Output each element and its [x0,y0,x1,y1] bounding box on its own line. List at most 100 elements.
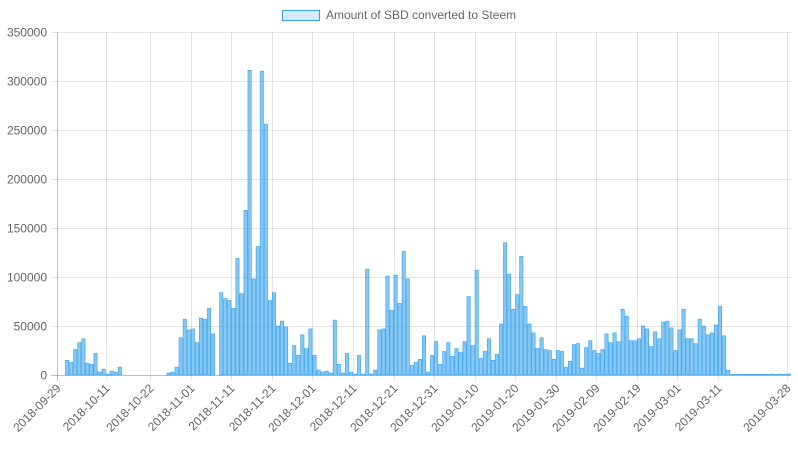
bar[interactable] [669,327,674,376]
bar[interactable] [328,372,333,376]
bar[interactable] [357,355,362,376]
bar[interactable] [624,315,629,376]
bar[interactable] [636,338,641,376]
bar[interactable] [170,371,175,376]
bar[interactable] [661,321,666,376]
bar[interactable] [523,306,528,376]
bar[interactable] [251,278,256,376]
bar[interactable] [247,69,252,376]
bar[interactable] [555,350,560,376]
bar[interactable] [782,374,787,376]
bar[interactable] [401,251,406,376]
bar[interactable] [336,363,341,376]
bar[interactable] [288,362,293,376]
bar[interactable] [580,367,585,376]
bar[interactable] [503,242,508,376]
bar[interactable] [758,374,763,376]
bar[interactable] [604,333,609,376]
bar[interactable] [632,340,637,376]
bar[interactable] [340,372,345,376]
bar[interactable] [361,373,366,376]
bar[interactable] [649,346,654,376]
bar[interactable] [438,363,443,376]
bar[interactable] [65,359,70,376]
bar[interactable] [515,294,520,376]
bar[interactable] [97,371,102,376]
bar[interactable] [628,340,633,376]
bar[interactable] [490,359,495,376]
bar[interactable] [620,309,625,376]
bar[interactable] [186,329,191,376]
bar[interactable] [385,275,390,376]
bar[interactable] [377,329,382,376]
bar[interactable] [239,293,244,376]
bar[interactable] [726,369,731,376]
bar[interactable] [271,292,276,376]
bar[interactable] [746,374,751,376]
bar[interactable] [223,298,228,376]
bar[interactable] [190,328,195,376]
bar[interactable] [166,372,171,376]
bar[interactable] [430,355,435,376]
bar[interactable] [304,348,309,376]
bar[interactable] [73,349,78,376]
bar[interactable] [641,325,645,376]
bar[interactable] [178,337,183,376]
bar[interactable] [750,374,755,376]
bar[interactable] [312,355,317,376]
bar[interactable] [572,344,577,376]
bar[interactable] [405,278,410,376]
bar[interactable] [426,371,431,376]
bar[interactable] [417,359,422,376]
bar[interactable] [255,246,260,376]
bar[interactable] [714,324,718,376]
bar[interactable] [563,366,568,376]
bar[interactable] [409,364,414,376]
bar[interactable] [486,338,491,376]
bar[interactable] [434,341,439,376]
bar[interactable] [174,366,179,376]
bar[interactable] [397,303,402,376]
bar[interactable] [722,335,727,376]
bar[interactable] [754,374,759,376]
bar[interactable] [69,361,74,376]
bar[interactable] [596,353,601,376]
bar[interactable] [462,341,467,376]
bar[interactable] [681,309,686,376]
bar[interactable] [766,374,771,376]
bar[interactable] [470,345,475,376]
bar[interactable] [235,258,240,376]
bar[interactable] [685,338,690,376]
bar[interactable] [259,70,264,376]
bar[interactable] [705,334,710,376]
bar[interactable] [677,329,682,376]
bar[interactable] [762,374,767,376]
bar[interactable] [592,350,597,376]
bar[interactable] [787,373,791,376]
bar[interactable] [693,343,698,376]
bar[interactable] [381,328,386,376]
bar[interactable] [292,345,297,376]
bar[interactable] [211,333,216,376]
bar[interactable] [182,318,187,376]
bar[interactable] [203,318,207,376]
bar[interactable] [478,358,483,376]
bar[interactable] [349,371,353,376]
bar[interactable] [263,123,268,376]
bar[interactable] [653,331,658,376]
bar[interactable] [519,256,524,376]
bar[interactable] [101,368,106,376]
bar[interactable] [207,308,212,376]
bar[interactable] [539,337,544,376]
bar[interactable] [113,371,118,376]
bar[interactable] [645,328,650,376]
bar[interactable] [442,351,447,376]
bar[interactable] [742,374,747,376]
bar[interactable] [117,366,122,376]
bar[interactable] [300,334,305,376]
bar[interactable] [588,340,593,376]
bar[interactable] [466,296,471,376]
bar[interactable] [89,363,94,376]
bar[interactable] [547,350,552,376]
bar[interactable] [219,292,224,376]
